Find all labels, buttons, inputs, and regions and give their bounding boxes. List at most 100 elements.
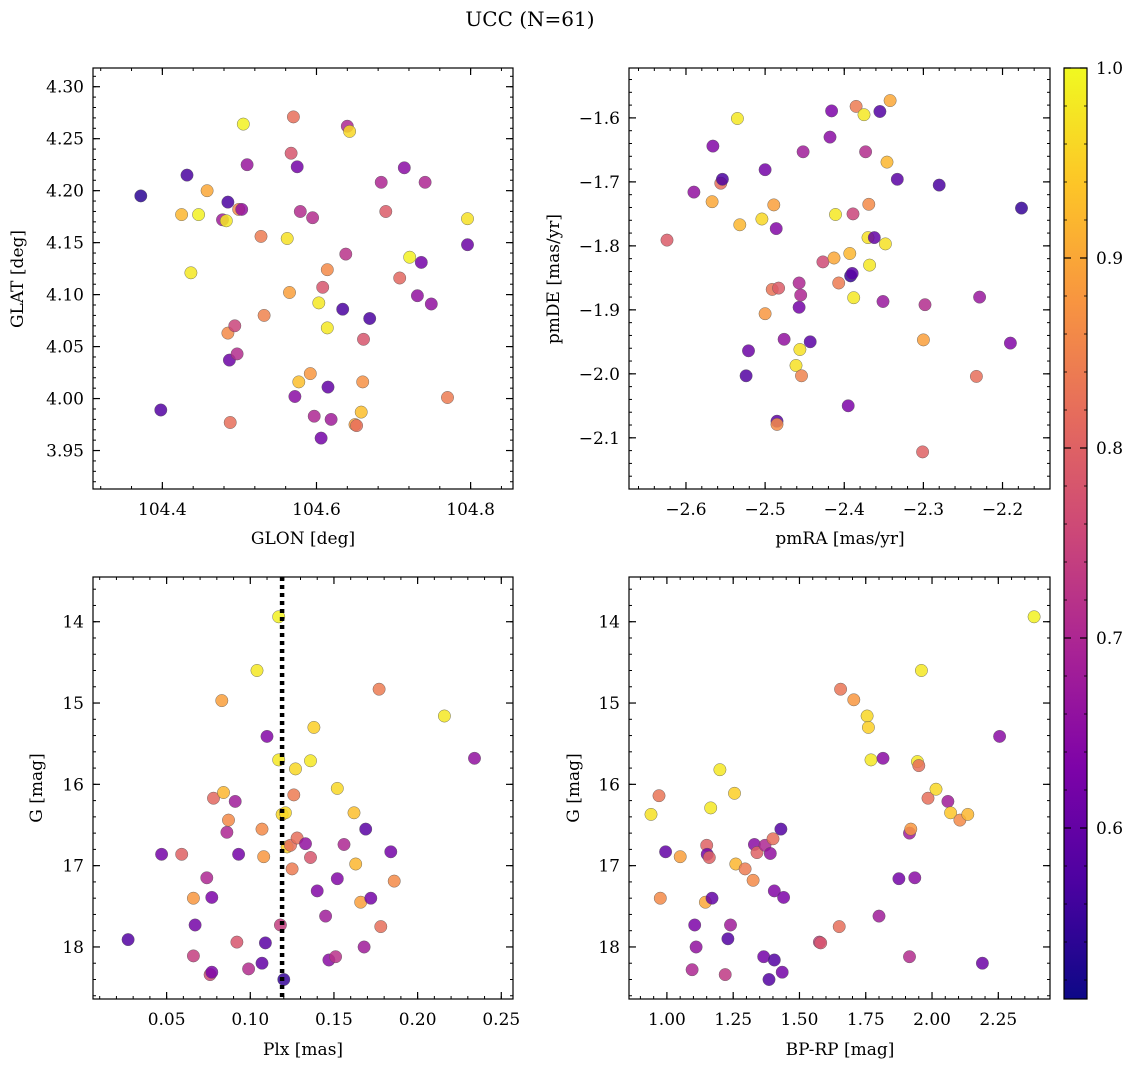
data-point [961, 808, 975, 821]
x-tick-label: 0.25 [482, 1010, 520, 1030]
data-point [774, 822, 788, 836]
x-tick-label: 104.4 [138, 500, 187, 520]
data-point [304, 851, 317, 864]
data-point [718, 968, 732, 981]
ticks: 104.4 104.6 104.8 3.95 4.00 4.05 4.10 4.15 4.20 4… [46, 68, 513, 520]
data-point [770, 417, 784, 431]
x-tick-label: 104.8 [446, 500, 495, 520]
y-tick-label: 14 [598, 613, 620, 633]
colorbar: 0.6 0.7 0.8 0.9 1.0 [1063, 59, 1123, 1000]
data-point [257, 308, 271, 322]
data-point [762, 973, 776, 986]
y-tick-label: −1.6 [579, 109, 620, 129]
x-tick-label: 104.6 [292, 500, 341, 520]
data-point [970, 369, 983, 383]
data-point [219, 214, 233, 228]
data-point [834, 682, 847, 696]
data-points [121, 610, 481, 986]
data-point [288, 390, 302, 403]
data-points [644, 610, 1041, 986]
data-point [767, 198, 781, 212]
data-point [673, 850, 687, 864]
data-point [862, 197, 876, 211]
bprp-g-panel: BP-RP [mag] G [mag] 1.00 1.25 1.50 1.75 2.00… [564, 576, 1051, 1060]
data-point [175, 208, 189, 222]
pmra-pmde-panel: pmRA [mas/yr] pmDE [mas/yr] −2.6 −2.5 −2.4… [544, 67, 1051, 549]
data-point [864, 753, 878, 767]
data-point [316, 280, 330, 294]
data-point [857, 108, 871, 122]
data-point [767, 884, 781, 898]
data-point [306, 211, 319, 225]
x-tick-label: −2.5 [744, 500, 785, 520]
data-point [186, 891, 200, 905]
data-point [364, 891, 378, 905]
y-tick-label: 17 [62, 857, 84, 877]
data-point [859, 145, 872, 159]
colorbar-tick-label: 0.9 [1096, 249, 1123, 269]
data-point [240, 158, 254, 172]
data-point [746, 873, 760, 887]
data-point [290, 160, 304, 174]
data-point [917, 333, 930, 347]
data-point [374, 920, 388, 933]
data-point [228, 795, 242, 808]
data-point [255, 822, 269, 836]
data-point [876, 751, 890, 765]
y-axis-label: G [mag] [564, 753, 584, 822]
y-tick-label: 14 [62, 613, 84, 633]
data-point [205, 965, 219, 979]
data-point [343, 124, 356, 138]
data-point [284, 146, 298, 160]
y-tick-label: 4.00 [46, 390, 84, 410]
data-point [705, 195, 719, 209]
data-point [876, 295, 890, 308]
data-point [775, 965, 789, 979]
data-point [659, 845, 672, 859]
x-tick-label: 0.15 [315, 1010, 353, 1030]
data-point [863, 258, 876, 272]
data-point [228, 319, 242, 333]
data-point [363, 312, 377, 325]
axes-frame [92, 576, 514, 1000]
data-point [755, 212, 769, 226]
data-point [230, 347, 244, 361]
data-point [414, 255, 428, 269]
y-tick-label: 4.30 [46, 78, 84, 98]
ticks: 1.00 1.25 1.50 1.75 2.00 2.25 14 15 16 17 18 [598, 577, 1050, 1030]
data-point [299, 837, 312, 851]
data-point [260, 730, 274, 743]
y-axis-label: G [mag] [27, 753, 47, 822]
data-point [832, 276, 846, 290]
y-tick-label: 16 [598, 775, 620, 795]
data-point [320, 321, 334, 335]
data-point [350, 419, 363, 432]
figure-title: UCC (N=61) [465, 7, 594, 31]
y-tick-label: −2.1 [579, 429, 620, 449]
data-point [827, 251, 841, 265]
data-point [873, 105, 887, 118]
data-point [254, 229, 268, 243]
data-point [257, 850, 271, 864]
y-tick-label: 4.05 [46, 338, 84, 358]
data-point [1027, 610, 1041, 624]
y-tick-label: −2.0 [579, 365, 620, 385]
data-point [739, 369, 753, 383]
data-point [155, 847, 169, 861]
data-point [255, 956, 269, 970]
data-point [359, 822, 373, 836]
data-point [772, 281, 785, 295]
data-point [230, 935, 244, 949]
y-tick-label: 18 [598, 938, 620, 958]
data-point [410, 289, 424, 303]
y-tick-label: −1.9 [579, 301, 620, 321]
data-point [403, 250, 417, 264]
y-tick-label: 4.10 [46, 286, 84, 306]
glon-glat-panel: GLON [deg] GLAT [deg] 104.4 104.6 104.8 3.9… [8, 67, 514, 549]
data-point [307, 721, 321, 734]
y-tick-label: 16 [62, 775, 84, 795]
y-tick-label: 17 [598, 857, 620, 877]
plx-g-panel: Plx [mas] G [mag] 0.05 0.10 0.15 0.20 0.25 14… [27, 576, 520, 1060]
x-tick-label: −2.6 [665, 500, 706, 520]
data-point [915, 664, 928, 677]
